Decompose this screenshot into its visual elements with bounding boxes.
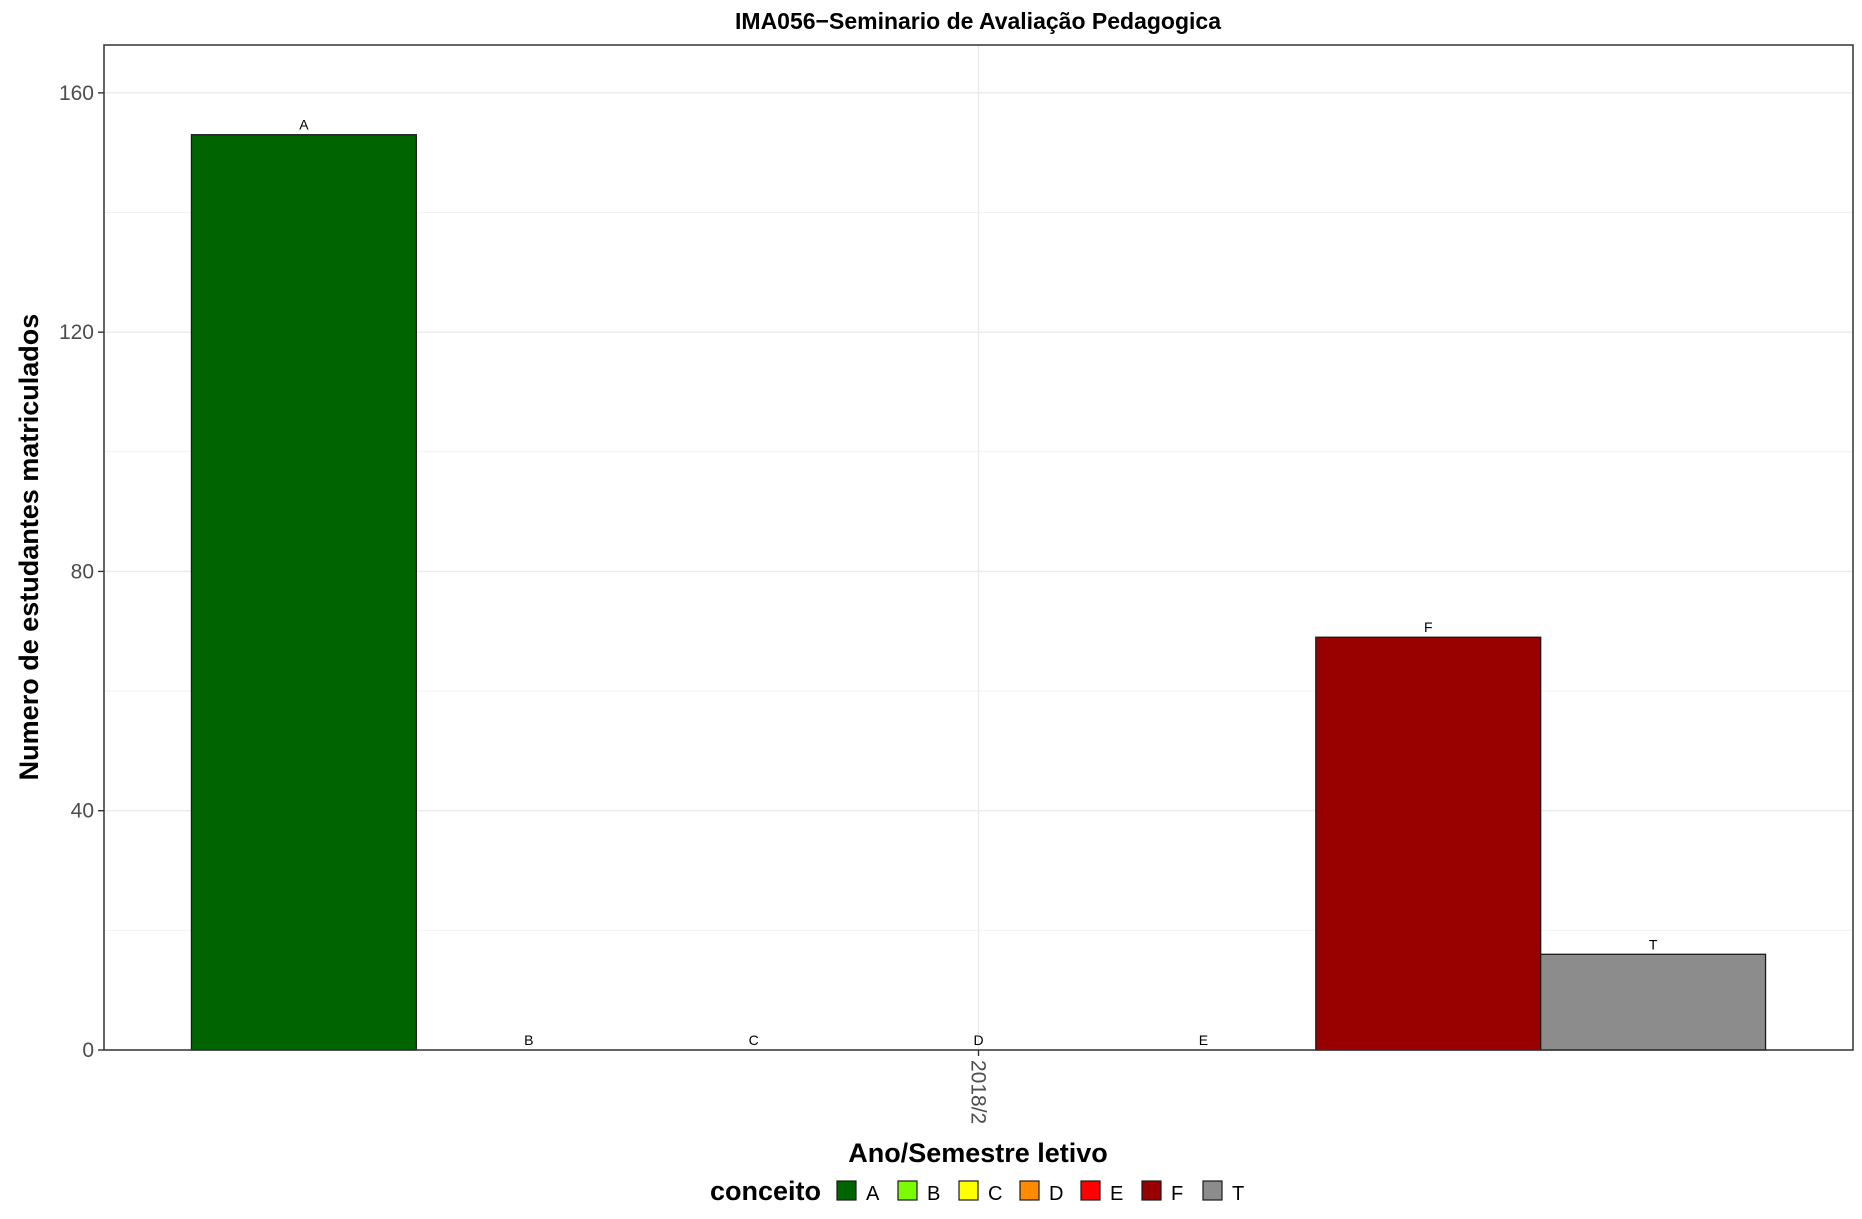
y-tick-label: 80 bbox=[71, 560, 94, 583]
legend-key-A bbox=[836, 1180, 857, 1201]
legend-label-C: C bbox=[988, 1183, 1002, 1205]
bar-label-T: T bbox=[1649, 936, 1658, 952]
legend-label-F: F bbox=[1171, 1183, 1183, 1205]
legend-key-B bbox=[897, 1180, 918, 1201]
legend-label-A: A bbox=[866, 1183, 880, 1205]
y-tick-label: 160 bbox=[59, 82, 94, 105]
legend-label-E: E bbox=[1110, 1183, 1123, 1205]
legend-key-D bbox=[1019, 1180, 1040, 1201]
bar-label-A: A bbox=[299, 117, 309, 133]
legend-key-T bbox=[1202, 1180, 1223, 1201]
bar-label-C: C bbox=[749, 1032, 759, 1048]
legend-title: conceito bbox=[710, 1176, 821, 1206]
bar-T bbox=[1540, 953, 1767, 1051]
plot-area: A B C D E F T 0 40 80 120 160 2018/2 bbox=[59, 44, 1854, 1124]
bar-A bbox=[190, 134, 417, 1051]
legend: conceito A B C D E F T bbox=[710, 1176, 1244, 1206]
x-tick-label: 2018/2 bbox=[967, 1060, 990, 1124]
bar-label-E: E bbox=[1199, 1032, 1208, 1048]
y-axis-title: Numero de estudantes matriculados bbox=[14, 314, 44, 781]
bar-label-F: F bbox=[1424, 619, 1433, 635]
legend-key-E bbox=[1080, 1180, 1101, 1201]
legend-label-D: D bbox=[1049, 1183, 1063, 1205]
bar-label-B: B bbox=[524, 1032, 533, 1048]
chart-title: IMA056−Seminario de Avaliação Pedagogica bbox=[735, 8, 1221, 34]
legend-key-C bbox=[958, 1180, 979, 1201]
legend-label-B: B bbox=[927, 1183, 940, 1205]
legend-label-T: T bbox=[1232, 1183, 1244, 1205]
y-tick-label: 40 bbox=[71, 800, 94, 823]
y-tick-label: 120 bbox=[59, 321, 94, 344]
bar-F bbox=[1315, 636, 1542, 1051]
bar-label-D: D bbox=[973, 1032, 983, 1048]
x-axis-title: Ano/Semestre letivo bbox=[848, 1138, 1108, 1168]
y-tick-label: 0 bbox=[82, 1039, 94, 1062]
legend-key-F bbox=[1141, 1180, 1162, 1201]
